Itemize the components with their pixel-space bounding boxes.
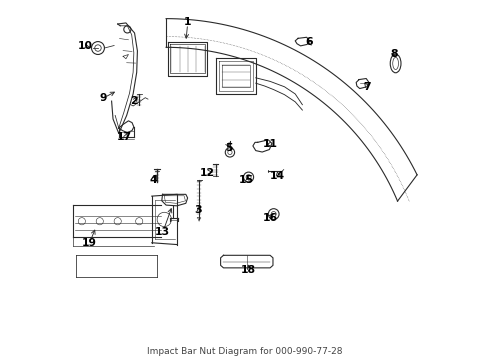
Text: 11: 11 [263, 139, 278, 149]
Text: 14: 14 [270, 171, 285, 181]
Text: 18: 18 [241, 265, 256, 275]
Text: 17: 17 [117, 132, 132, 142]
Text: 1: 1 [184, 17, 192, 27]
Text: 15: 15 [239, 175, 254, 185]
Text: 6: 6 [306, 37, 314, 47]
Text: 19: 19 [81, 238, 97, 248]
Text: 10: 10 [78, 41, 93, 50]
Text: 13: 13 [155, 227, 170, 237]
Text: Impact Bar Nut Diagram for 000-990-77-28: Impact Bar Nut Diagram for 000-990-77-28 [147, 347, 343, 356]
Text: 4: 4 [150, 175, 157, 185]
Text: 2: 2 [130, 96, 138, 106]
Text: 8: 8 [390, 49, 397, 59]
Text: 7: 7 [363, 82, 371, 92]
Text: 5: 5 [225, 143, 233, 153]
Text: 16: 16 [263, 213, 278, 222]
Text: 9: 9 [99, 93, 107, 103]
Text: 3: 3 [195, 206, 202, 216]
Text: 12: 12 [200, 168, 215, 178]
